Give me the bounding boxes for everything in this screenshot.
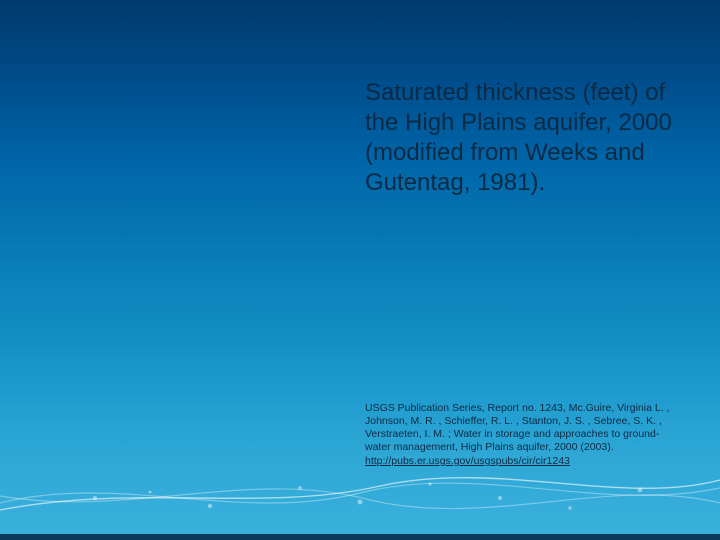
citation-link[interactable]: http://pubs.er.usgs.gov/usgspubs/cir/cir… bbox=[365, 455, 570, 467]
bottom-border bbox=[0, 534, 720, 540]
citation-text: USGS Publication Series, Report no. 1243… bbox=[365, 402, 669, 453]
slide-title: Saturated thickness (feet) of the High P… bbox=[365, 78, 685, 198]
wave-decoration bbox=[0, 458, 720, 528]
citation-block: USGS Publication Series, Report no. 1243… bbox=[365, 402, 685, 468]
slide: Saturated thickness (feet) of the High P… bbox=[0, 0, 720, 540]
